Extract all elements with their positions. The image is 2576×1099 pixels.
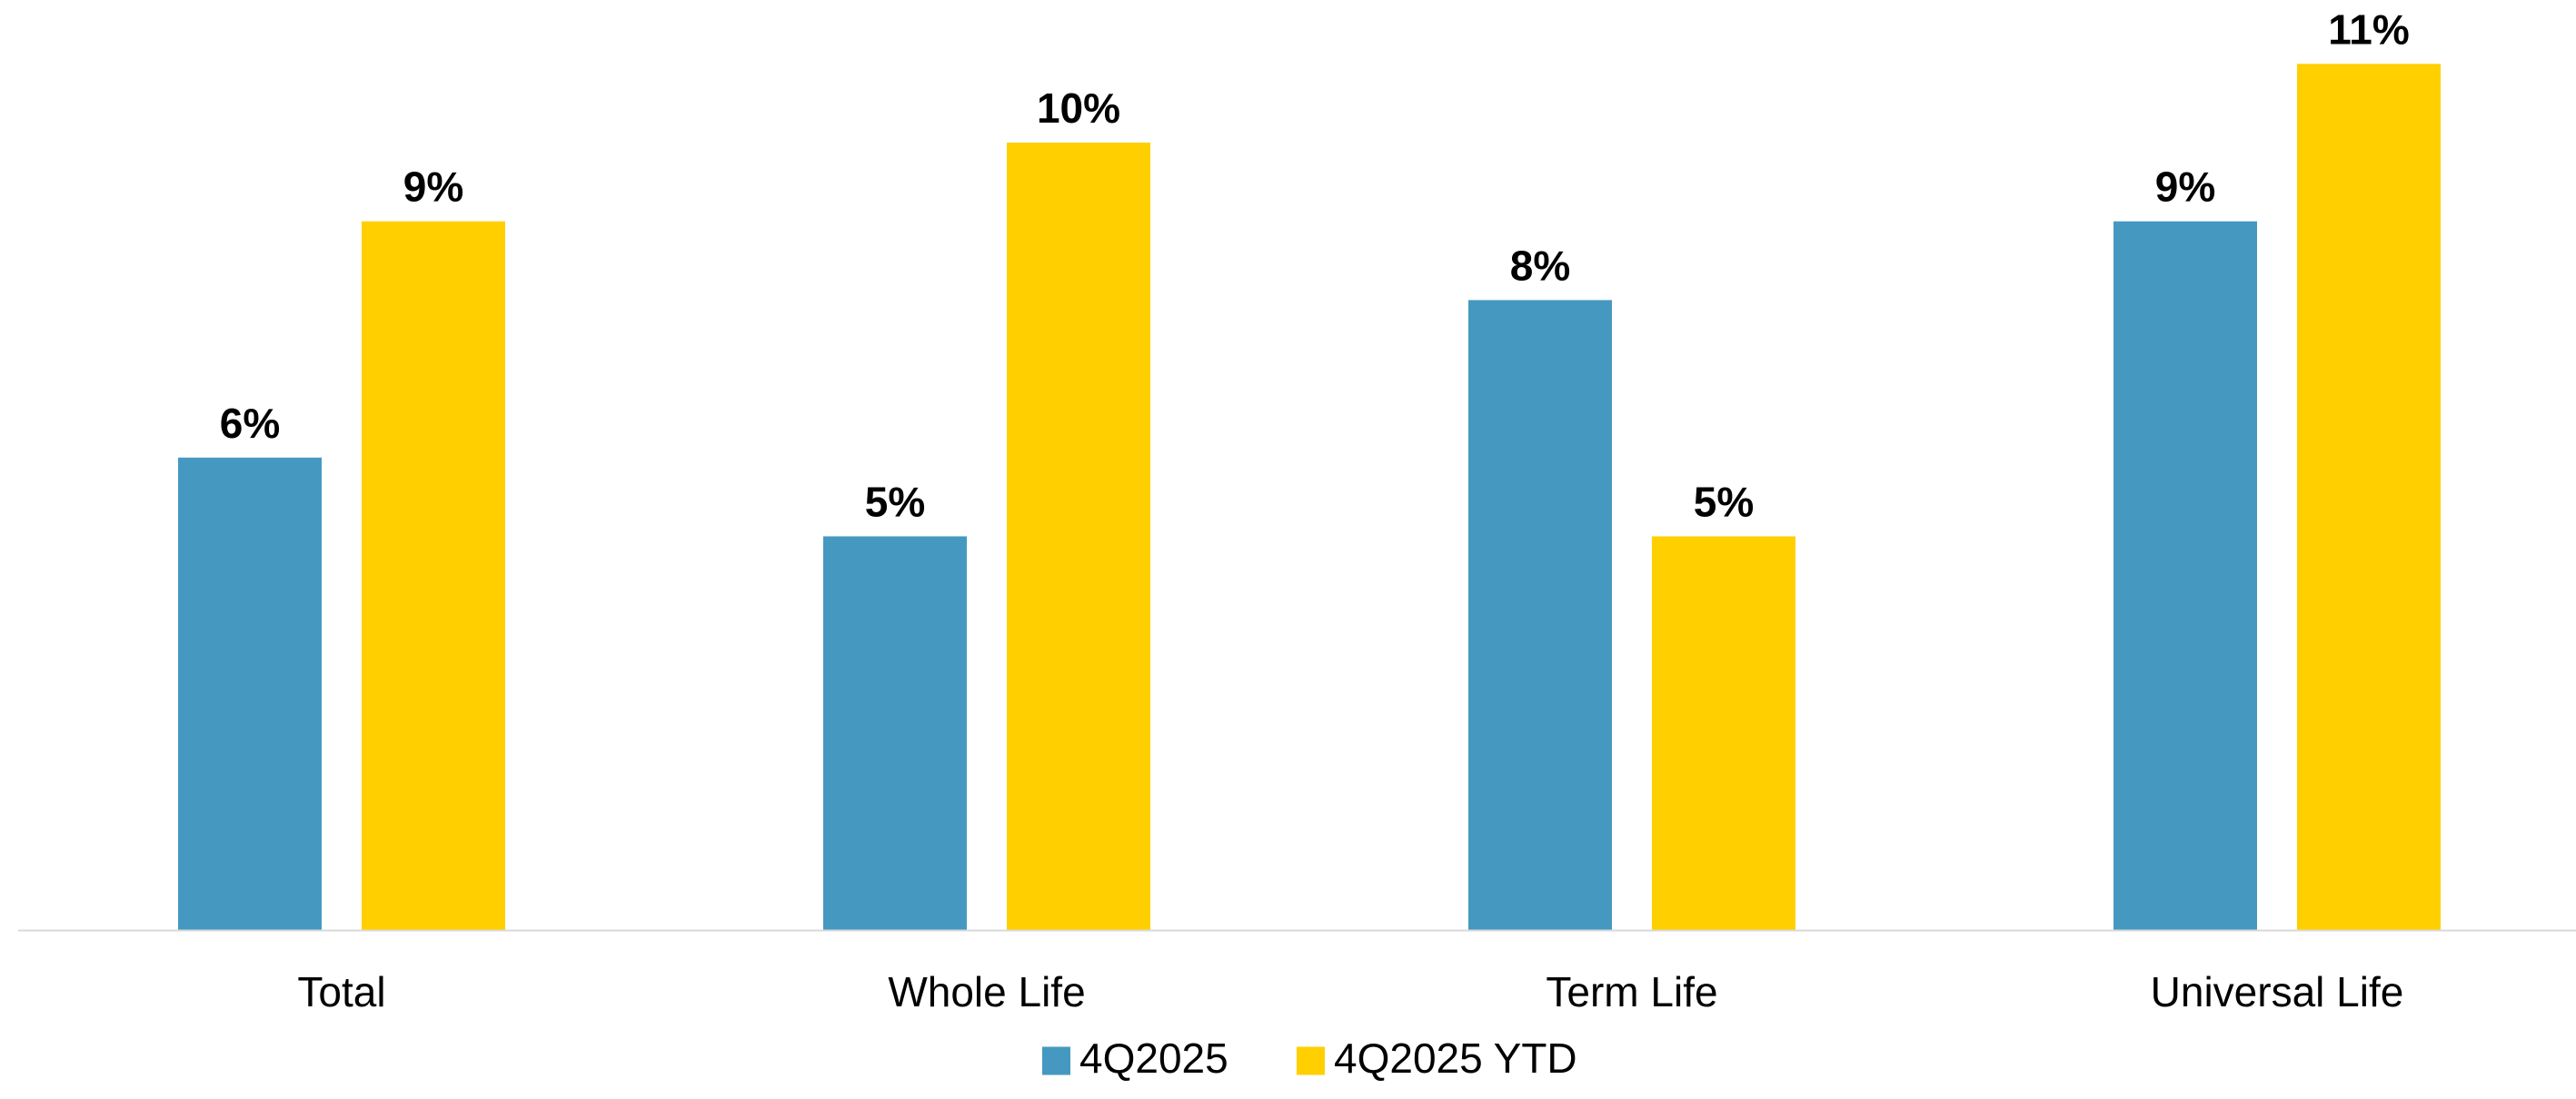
legend-label-4q2025-ytd: 4Q2025 YTD <box>1334 1035 1577 1082</box>
data-label-whole-life-4q2025-ytd: 10% <box>1037 84 1120 132</box>
bar-total-4q2025-ytd <box>362 221 505 930</box>
data-label-term-life-4q2025: 8% <box>1510 242 1570 289</box>
bars-layer <box>178 64 2441 931</box>
data-labels-layer: 6% 9% 5% 10% 8% 5% 9% 11% <box>220 5 2410 525</box>
legend-item-4q2025: 4Q2025 <box>1042 1035 1228 1082</box>
bar-term-life-4q2025-ytd <box>1652 536 1795 930</box>
bar-whole-life-4q2025-ytd <box>1007 143 1150 930</box>
data-label-universal-life-4q2025-ytd: 11% <box>2328 5 2410 53</box>
x-tick-label-term-life: Term Life <box>1546 968 1717 1015</box>
legend-swatch-4q2025-ytd <box>1297 1046 1325 1075</box>
data-label-term-life-4q2025-ytd: 5% <box>1694 479 1754 526</box>
bar-universal-life-4q2025 <box>2114 221 2257 930</box>
data-label-universal-life-4q2025: 9% <box>2155 163 2215 211</box>
legend-item-4q2025-ytd: 4Q2025 YTD <box>1297 1035 1577 1082</box>
legend-swatch-4q2025 <box>1042 1046 1070 1075</box>
bar-universal-life-4q2025-ytd <box>2297 64 2441 931</box>
bar-term-life-4q2025 <box>1468 300 1612 930</box>
legend: 4Q2025 4Q2025 YTD <box>1042 1035 1577 1082</box>
bar-total-4q2025 <box>178 457 322 930</box>
data-label-total-4q2025-ytd: 9% <box>403 163 463 211</box>
x-tick-label-whole-life: Whole Life <box>888 968 1085 1015</box>
x-tick-label-universal-life: Universal Life <box>2151 968 2404 1015</box>
legend-label-4q2025: 4Q2025 <box>1079 1035 1228 1082</box>
data-label-whole-life-4q2025: 5% <box>865 479 925 526</box>
x-tick-labels-layer: Total Whole Life Term Life Universal Life <box>297 968 2403 1015</box>
data-label-total-4q2025: 6% <box>220 400 280 447</box>
bar-whole-life-4q2025 <box>823 536 967 930</box>
x-tick-label-total: Total <box>297 968 385 1015</box>
